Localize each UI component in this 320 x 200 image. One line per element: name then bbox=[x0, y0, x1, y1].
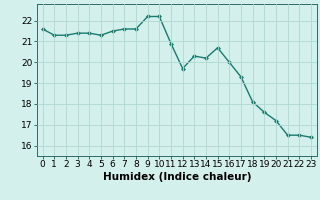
X-axis label: Humidex (Indice chaleur): Humidex (Indice chaleur) bbox=[102, 172, 251, 182]
